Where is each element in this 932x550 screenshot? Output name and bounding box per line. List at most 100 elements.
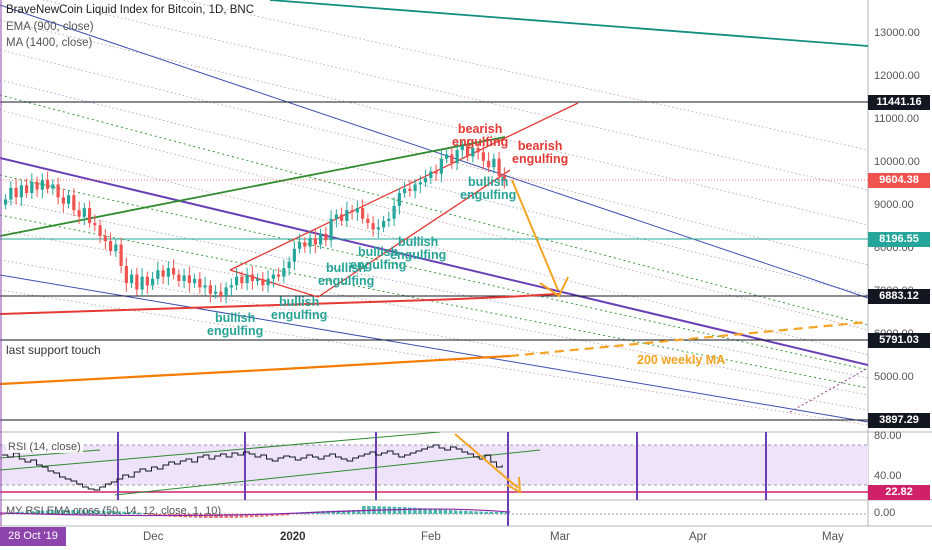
regression-channel-blue bbox=[0, 79, 868, 379]
candle-body bbox=[46, 180, 50, 189]
candle-body bbox=[203, 285, 207, 288]
candle-body bbox=[445, 154, 449, 159]
candle-body bbox=[25, 185, 29, 194]
candle-body bbox=[256, 278, 260, 281]
rsi-legend[interactable]: RSI (14, close) bbox=[6, 441, 83, 453]
blue-channel-bottom bbox=[0, 274, 868, 423]
histogram-bar bbox=[413, 507, 417, 514]
candle-body bbox=[345, 210, 349, 221]
price-tag: 11441.16 bbox=[868, 94, 930, 110]
candle-body bbox=[382, 220, 386, 228]
candle-body bbox=[145, 276, 149, 286]
histogram-bar bbox=[459, 510, 463, 514]
candle-body bbox=[476, 147, 480, 153]
candle-body bbox=[361, 208, 365, 219]
histogram-bar bbox=[469, 511, 473, 514]
histogram-bar bbox=[224, 514, 228, 518]
histogram-bar bbox=[392, 506, 397, 514]
sub-signal-line bbox=[0, 508, 511, 517]
histogram-bar bbox=[351, 510, 356, 514]
candle-body bbox=[93, 223, 97, 226]
candle-body bbox=[376, 227, 380, 230]
ema-legend[interactable]: EMA (900, close) bbox=[6, 21, 94, 33]
candle-body bbox=[261, 278, 265, 286]
main-pane-drawings bbox=[0, 0, 868, 426]
green-uptrend-line bbox=[0, 136, 506, 237]
price-tick-label: 5000.00 bbox=[874, 370, 914, 383]
candle-body bbox=[424, 178, 428, 183]
histogram-bar bbox=[76, 510, 80, 514]
annotation-bullish-1: bullish engulfing bbox=[460, 175, 517, 202]
histogram-bar bbox=[260, 514, 264, 517]
price-tick-label: 9000.00 bbox=[874, 198, 914, 211]
candle-body bbox=[98, 225, 102, 236]
price-axis-bg bbox=[868, 0, 932, 550]
candle-body bbox=[403, 188, 407, 194]
price-tick-label: 11000.00 bbox=[874, 113, 920, 126]
histogram-bar bbox=[249, 514, 254, 518]
cursor-date-label: 28 Oct '19 bbox=[0, 527, 66, 546]
sub-tick-label: 0.00 bbox=[874, 507, 896, 519]
candle-body bbox=[214, 291, 218, 294]
candle-body bbox=[460, 145, 464, 151]
purple-dotted-projection bbox=[789, 367, 868, 413]
rsi-tag: 22.82 bbox=[868, 484, 930, 500]
candle-body bbox=[340, 214, 344, 221]
histogram-bar bbox=[255, 514, 259, 517]
candle-body bbox=[371, 223, 375, 230]
histogram-bar bbox=[280, 514, 284, 516]
chart-title: BraveNewCoin Liquid Index for Bitcoin, 1… bbox=[6, 4, 255, 16]
histogram-bar bbox=[499, 511, 504, 514]
candle-body bbox=[35, 181, 39, 190]
candle-body bbox=[56, 184, 60, 198]
candle-body bbox=[235, 276, 239, 286]
histogram-bar bbox=[147, 514, 152, 516]
ema-900-line bbox=[0, 293, 561, 315]
histogram-bar bbox=[423, 508, 427, 514]
candle-body bbox=[455, 150, 459, 163]
histogram-bar bbox=[30, 511, 35, 514]
candle-body bbox=[40, 180, 44, 190]
price-tag: 6883.12 bbox=[868, 288, 930, 304]
candle-body bbox=[439, 158, 443, 174]
candle-body bbox=[266, 278, 270, 286]
histogram-bar bbox=[357, 510, 361, 514]
candle-body bbox=[140, 276, 144, 290]
histogram-bar bbox=[397, 506, 402, 514]
histogram-bar bbox=[229, 514, 233, 518]
histogram-bar bbox=[132, 512, 137, 514]
price-tag: 5791.03 bbox=[868, 332, 930, 348]
candle-body bbox=[308, 238, 312, 247]
histogram-bar bbox=[51, 510, 55, 514]
candle-body bbox=[429, 171, 433, 179]
annotation-weekly-ma: 200 weekly MA bbox=[637, 353, 726, 367]
candle-body bbox=[219, 291, 223, 296]
ma-legend[interactable]: MA (1400, close) bbox=[6, 37, 93, 49]
histogram-bar bbox=[40, 510, 45, 514]
candle-body bbox=[298, 242, 302, 249]
sub-indicator-legend[interactable]: MY RSI EMA cross (50, 14, 12, close, 1, … bbox=[6, 505, 221, 517]
candle-body bbox=[182, 275, 186, 281]
candle-body bbox=[481, 152, 485, 161]
histogram-bar bbox=[285, 514, 290, 516]
candle-body bbox=[497, 158, 501, 176]
histogram-bar bbox=[96, 510, 101, 514]
histogram-bar bbox=[402, 507, 407, 514]
histogram-bar bbox=[341, 510, 346, 514]
candle-body bbox=[224, 287, 228, 296]
candle-body bbox=[350, 210, 354, 213]
candle-body bbox=[334, 214, 338, 219]
histogram-bar bbox=[265, 514, 269, 517]
x-label-dec: Dec bbox=[143, 531, 164, 543]
candle-body bbox=[103, 235, 107, 242]
x-label-apr: Apr bbox=[689, 531, 707, 543]
histogram-bar bbox=[443, 509, 448, 514]
histogram-bar bbox=[137, 512, 142, 514]
ma-1400-line bbox=[0, 354, 511, 386]
candle-body bbox=[319, 233, 323, 245]
candle-body bbox=[161, 270, 165, 277]
candle-body bbox=[19, 185, 23, 198]
rsi-arrow-head bbox=[506, 476, 522, 494]
